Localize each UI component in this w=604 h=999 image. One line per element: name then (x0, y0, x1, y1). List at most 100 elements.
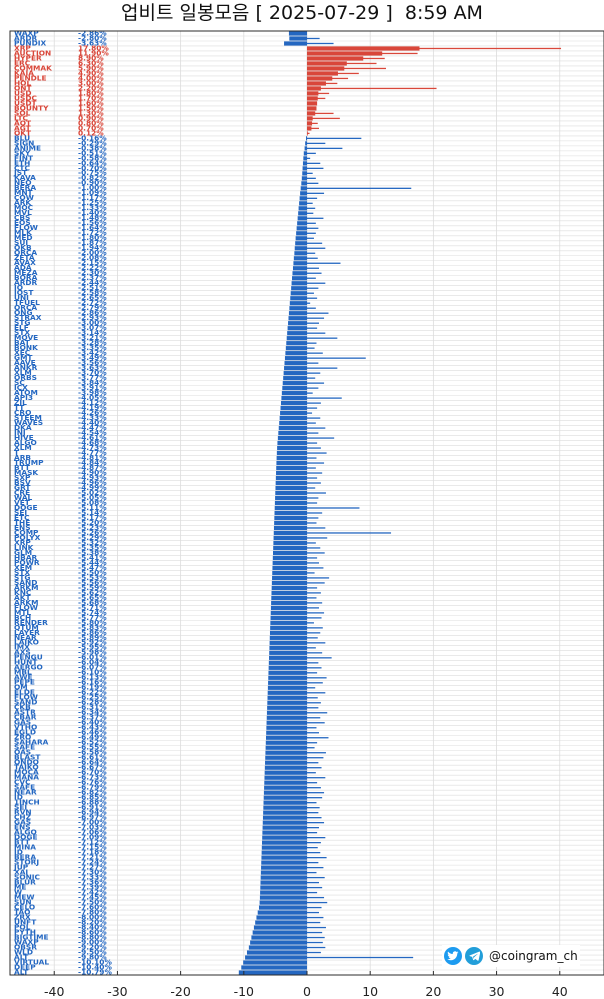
row-percent-label: -2.30% (78, 268, 107, 277)
bar-primary (296, 226, 307, 231)
row-symbol-label: XRP (14, 43, 31, 52)
bar-range (307, 777, 326, 779)
bar-primary (288, 31, 307, 36)
bar-primary (273, 540, 307, 546)
row-percent-label: -0.29% (78, 138, 107, 147)
row-percent-label: -2.37% (78, 273, 107, 282)
row-percent-label: -6.76% (78, 778, 107, 787)
row-symbol-label: HIVE (14, 433, 34, 442)
bar-range (307, 267, 320, 269)
bar-primary (263, 810, 307, 815)
bar-primary (267, 705, 307, 710)
bar-primary (271, 580, 307, 586)
bar-primary (259, 900, 307, 905)
row-percent-label: -4.87% (78, 463, 107, 472)
row-symbol-label: HOL (14, 78, 31, 87)
row-symbol-label: JST (13, 168, 27, 177)
row-symbol-label: EOS (14, 218, 31, 227)
bar-range (307, 367, 338, 369)
bar-range (307, 577, 330, 579)
row-percent-label: 6.30% (78, 58, 104, 67)
twitter-icon[interactable] (444, 947, 462, 965)
row-symbol-label: ALT (14, 967, 28, 976)
row-percent-label: -7.12% (78, 838, 107, 847)
row-percent-label: -6.04% (78, 658, 107, 667)
row-percent-label: -9.50% (78, 947, 107, 956)
row-symbol-label: CTC (14, 163, 30, 172)
row-symbol-label: ONG (14, 308, 33, 317)
bar-range (307, 177, 316, 179)
bar-range (307, 881, 320, 884)
bar-range (307, 677, 327, 679)
bar-primary (281, 396, 307, 401)
bar-primary (291, 286, 307, 291)
row-percent-label: -6.97% (78, 813, 107, 822)
bar-range (307, 237, 314, 239)
row-percent-label: -1.80% (78, 233, 107, 242)
row-symbol-label: POWR (14, 558, 40, 567)
chart-title: 업비트 일봉모음 [ 2025-07-29 ] 8:59 AM (121, 2, 483, 24)
row-percent-label: -8.20% (78, 917, 107, 926)
telegram-icon[interactable] (465, 947, 483, 965)
bar-range (307, 901, 328, 904)
row-symbol-label: BAT (14, 338, 30, 347)
row-percent-label: -6.79% (78, 783, 107, 792)
bar-primary (246, 950, 307, 955)
row-percent-label: -4.26% (78, 408, 107, 417)
row-symbol-label: ETC (14, 513, 30, 522)
bar-primary (262, 820, 307, 825)
bar-primary (298, 206, 307, 211)
bar-range (307, 871, 317, 874)
row-percent-label: -4.47% (78, 423, 107, 432)
row-percent-label: -3.00% (78, 318, 107, 327)
bar-primary (272, 575, 307, 581)
row-percent-label: -1.33% (78, 203, 107, 212)
bar-range (307, 747, 315, 749)
row-symbol-label: ARDR (14, 33, 38, 42)
bar-primary (267, 695, 307, 700)
row-symbol-label: UNI (14, 293, 29, 302)
row-symbol-label: ARKM (14, 598, 39, 607)
row-symbol-label: VET (14, 498, 30, 507)
row-percent-label: -3.56% (78, 358, 107, 367)
row-symbol-label: SOL (14, 108, 31, 117)
row-symbol-label: ZETA (14, 253, 35, 262)
x-tick-label: -40 (44, 984, 64, 999)
bar-primary (273, 530, 307, 536)
bar-range (307, 802, 317, 804)
row-percent-label: -5.41% (78, 553, 107, 562)
row-percent-label: -4.19% (78, 403, 107, 412)
bar-range (307, 297, 318, 299)
row-percent-label: -3.63% (78, 363, 107, 372)
row-symbol-label: SAFE (14, 783, 35, 792)
row-symbol-label: DOGE (14, 833, 38, 842)
row-symbol-label: IQ (14, 283, 23, 292)
row-symbol-label: ZIL (14, 398, 27, 407)
row-percent-label: -7.18% (78, 848, 107, 857)
row-percent-label: 8.90% (78, 53, 104, 62)
bar-primary (266, 715, 307, 720)
row-percent-label: -7.27% (78, 863, 107, 872)
row-symbol-label: NEO (14, 178, 32, 187)
bar-primary (281, 391, 307, 396)
row-symbol-label: CHZ (14, 813, 32, 822)
bar-primary (255, 920, 307, 925)
bar-range (307, 327, 318, 329)
bar-range (307, 532, 392, 534)
row-symbol-label: ARK (14, 198, 31, 207)
row-percent-label: -5.35% (78, 543, 107, 552)
row-symbol-label: BOUNTY (14, 103, 49, 112)
bar-primary (262, 815, 307, 820)
row-percent-label: -10.40% (78, 962, 112, 971)
bar-range (307, 112, 334, 115)
bar-primary (253, 925, 307, 930)
bar-primary (271, 600, 307, 605)
row-percent-label: -5.44% (78, 558, 107, 567)
row-percent-label: -3.70% (78, 368, 107, 377)
bar-primary (252, 930, 307, 935)
row-symbol-label: BTT (14, 838, 30, 847)
row-symbol-label: GAS (14, 818, 31, 827)
row-percent-label: -5.26% (78, 528, 107, 537)
row-percent-label: -5.71% (78, 603, 107, 612)
row-percent-label: 5.90% (78, 63, 104, 72)
